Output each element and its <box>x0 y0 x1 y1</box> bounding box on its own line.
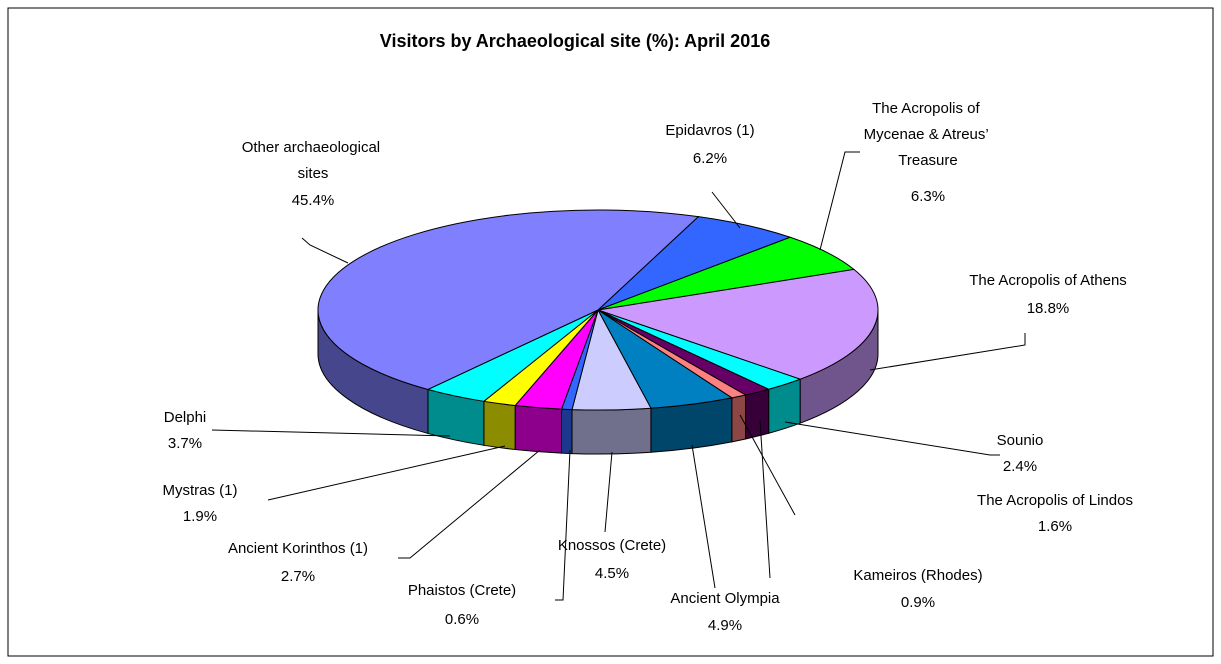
category-label: Mystras (1) <box>163 482 238 499</box>
slice-side <box>731 394 747 443</box>
pie-tops <box>317 209 879 411</box>
category-label: The Acropolis of Mycenae & Atreus’ Treas… <box>864 100 993 169</box>
leader-line <box>398 449 541 559</box>
value-label: 4.9% <box>708 617 742 634</box>
value-label: 18.8% <box>1027 300 1070 317</box>
slice <box>597 268 879 380</box>
slice-side <box>483 400 516 451</box>
slice-side <box>571 407 652 455</box>
value-label: 0.6% <box>445 611 479 628</box>
category-label: Phaistos (Crete) <box>408 582 516 599</box>
category-label: Other archaeological sites <box>242 139 385 182</box>
leader-line <box>869 333 1026 371</box>
slice-side <box>514 404 563 454</box>
leader-line <box>691 444 716 589</box>
leader-line <box>739 414 796 516</box>
value-label: 6.3% <box>911 188 945 205</box>
category-label: Epidavros (1) <box>665 122 754 139</box>
leader-line <box>819 151 860 251</box>
category-label: The Acropolis of Athens <box>969 272 1127 289</box>
chart-title: Visitors by Archaeological site (%): Apr… <box>380 31 770 51</box>
leader-line <box>211 429 451 437</box>
slice-side <box>561 408 573 455</box>
slice <box>317 209 700 390</box>
leader-line <box>555 449 571 601</box>
value-label: 2.4% <box>1003 458 1037 475</box>
value-label: 6.2% <box>693 150 727 167</box>
leader-line <box>301 237 349 264</box>
leader-line <box>759 419 771 579</box>
category-label: Ancient Olympia <box>670 590 780 607</box>
value-label: 3.7% <box>168 435 202 452</box>
category-label: Ancient Korinthos (1) <box>228 540 368 557</box>
value-label: 0.9% <box>901 594 935 611</box>
value-label: 45.4% <box>292 192 335 209</box>
value-label: 2.7% <box>281 568 315 585</box>
category-label: Knossos (Crete) <box>558 537 666 554</box>
leader-line <box>267 445 506 501</box>
category-label: Kameiros (Rhodes) <box>853 567 982 584</box>
leader-line <box>784 421 1000 456</box>
value-label: 4.5% <box>595 565 629 582</box>
category-label: The Acropolis of Lindos <box>977 492 1133 509</box>
value-label: 1.9% <box>183 508 217 525</box>
value-label: 1.6% <box>1038 518 1072 535</box>
labels: Epidavros (1) 6.2% The Acropolis of Mycena… <box>163 100 1133 634</box>
category-label: Delphi <box>164 409 207 426</box>
leader-line <box>711 191 741 229</box>
category-label: Sounio <box>997 432 1044 449</box>
leader-line <box>604 451 613 533</box>
